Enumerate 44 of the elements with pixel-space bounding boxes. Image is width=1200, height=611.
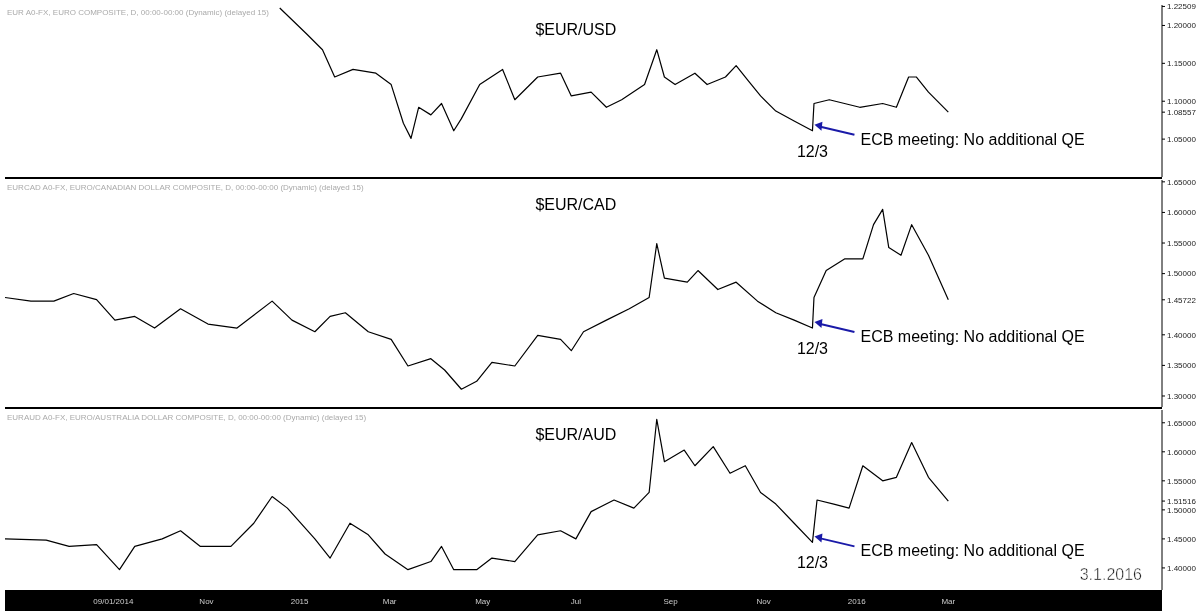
x-tick-label: 2015 [290,597,310,606]
y-tick-label: 1.40000 [1167,330,1197,340]
y-tick-label: 1.50000 [1167,505,1197,515]
annotation: EUR A0-FX, EURO COMPOSITE, D, 00:00-00:00 (Dynamic) (delayed 15) [7,8,270,17]
annotation: EURAUD A0-FX, EURO/AUSTRALIA DOLLAR COMPOSITE, D, 00:00-00:00 (Dynamic) (delayed 15) [7,413,367,422]
x-tick-label: Jul [570,597,582,606]
y-tick-label: 1.51516 [1167,496,1197,506]
x-tick-label: Nov [756,597,771,606]
text: $EUR/AUD [535,426,617,443]
y-tick-label: 1.20000 [1167,21,1197,31]
y-tick-label: 1.50000 [1167,269,1197,279]
x-tick-label: Mar [382,597,397,606]
x-tick-label: Nov [199,597,214,606]
y-tick-label: 1.40000 [1167,563,1197,573]
x-tick-label: 09/01/2014 [93,597,134,606]
y-tick-label: 1.15000 [1167,59,1197,69]
x-tick-label: May [475,597,491,606]
annotation: EURCAD A0-FX, EURO/CANADIAN DOLLAR COMPOSITE, D, 00:00-00:00 (Dynamic) (delayed 15) [7,183,364,192]
annotation: ECB meeting: No additional QE [860,328,1085,346]
y-tick-label: 1.65000 [1167,418,1197,428]
y-tick-label: 1.60000 [1167,447,1197,457]
y-tick-label: 1.30000 [1167,391,1197,401]
y-tick-label: 1.60000 [1167,208,1197,218]
y-tick-label: 1.08557 [1167,107,1197,117]
annotation: ECB meeting: No additional QE [860,542,1085,560]
text: $EUR/USD [535,21,617,38]
y-tick-label: 1.45722 [1167,295,1197,305]
y-tick-label: 1.22509 [1167,2,1197,12]
annotation: 3.1.2016 [1079,566,1143,583]
y-tick-label: 1.45000 [1167,534,1197,544]
y-tick-label: 1.35000 [1167,361,1197,371]
y-tick-label: 1.05000 [1167,134,1197,144]
y-tick-label: 1.10000 [1167,97,1197,107]
y-tick-label: 1.65000 [1167,177,1197,187]
annotation: ECB meeting: No additional QE [860,130,1085,148]
y-tick-label: 1.55000 [1167,476,1197,486]
annotation: 12/3 [796,142,829,160]
x-tick-label: 2016 [847,597,867,606]
annotation: 12/3 [796,340,829,358]
y-tick-label: 1.55000 [1167,238,1197,248]
x-tick-label: Sep [663,597,679,606]
text: $EUR/CAD [535,196,617,213]
x-tick-label: Mar [941,597,956,606]
annotation: 12/3 [796,554,829,572]
